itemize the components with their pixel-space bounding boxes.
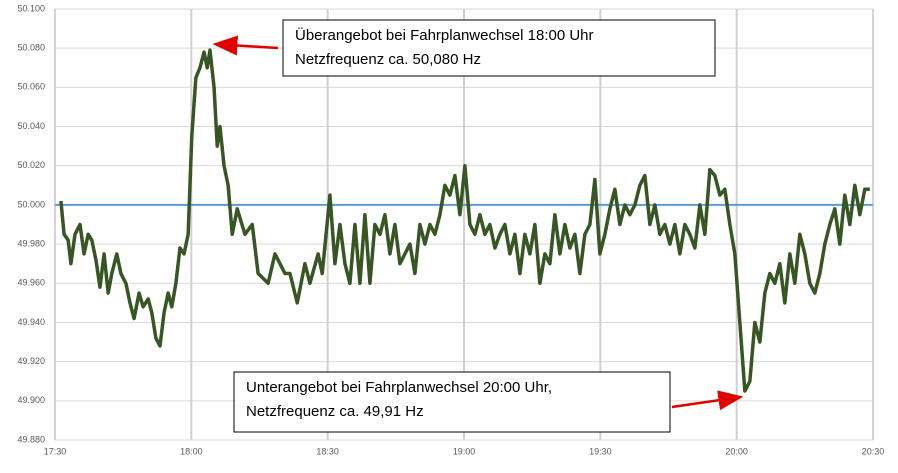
x-tick-label: 18:00	[180, 446, 203, 456]
y-tick-label: 49.940	[17, 317, 45, 327]
y-tick-label: 50.060	[17, 82, 45, 92]
annotation-box	[282, 19, 716, 77]
y-tick-label: 49.880	[17, 434, 45, 444]
annotation-text: Unterangebot bei Fahrplanwechsel 20:00 U…	[246, 379, 552, 396]
y-tick-label: 50.040	[17, 121, 45, 131]
y-tick-label: 49.960	[17, 278, 45, 288]
annotation-text: Netzfrequenz ca. 49,91 Hz	[246, 403, 424, 420]
plot-border	[54, 8, 874, 441]
x-tick-label: 19:30	[589, 446, 612, 456]
x-tick-label: 17:30	[44, 446, 67, 456]
x-tick-label: 19:00	[453, 446, 476, 456]
y-tick-label: 49.900	[17, 395, 45, 405]
annotation-text: Überangebot bei Fahrplanwechsel 18:00 Uh…	[295, 26, 594, 44]
x-tick-label: 20:00	[725, 446, 748, 456]
x-tick-label: 18:30	[316, 446, 339, 456]
x-tick-label: 20:30	[862, 446, 885, 456]
y-tick-label: 50.080	[17, 43, 45, 53]
annotation-arrow	[212, 35, 279, 56]
annotation-arrow	[671, 390, 744, 411]
y-tick-label: 49.920	[17, 356, 45, 366]
y-tick-label: 50.000	[17, 199, 45, 209]
annotation-box	[233, 371, 671, 433]
y-tick-label: 50.020	[17, 160, 45, 170]
y-tick-label: 49.980	[17, 238, 45, 248]
y-tick-label: 50.100	[17, 3, 45, 13]
annotation-text: Netzfrequenz ca. 50,080 Hz	[295, 51, 481, 68]
data-line	[59, 48, 870, 393]
